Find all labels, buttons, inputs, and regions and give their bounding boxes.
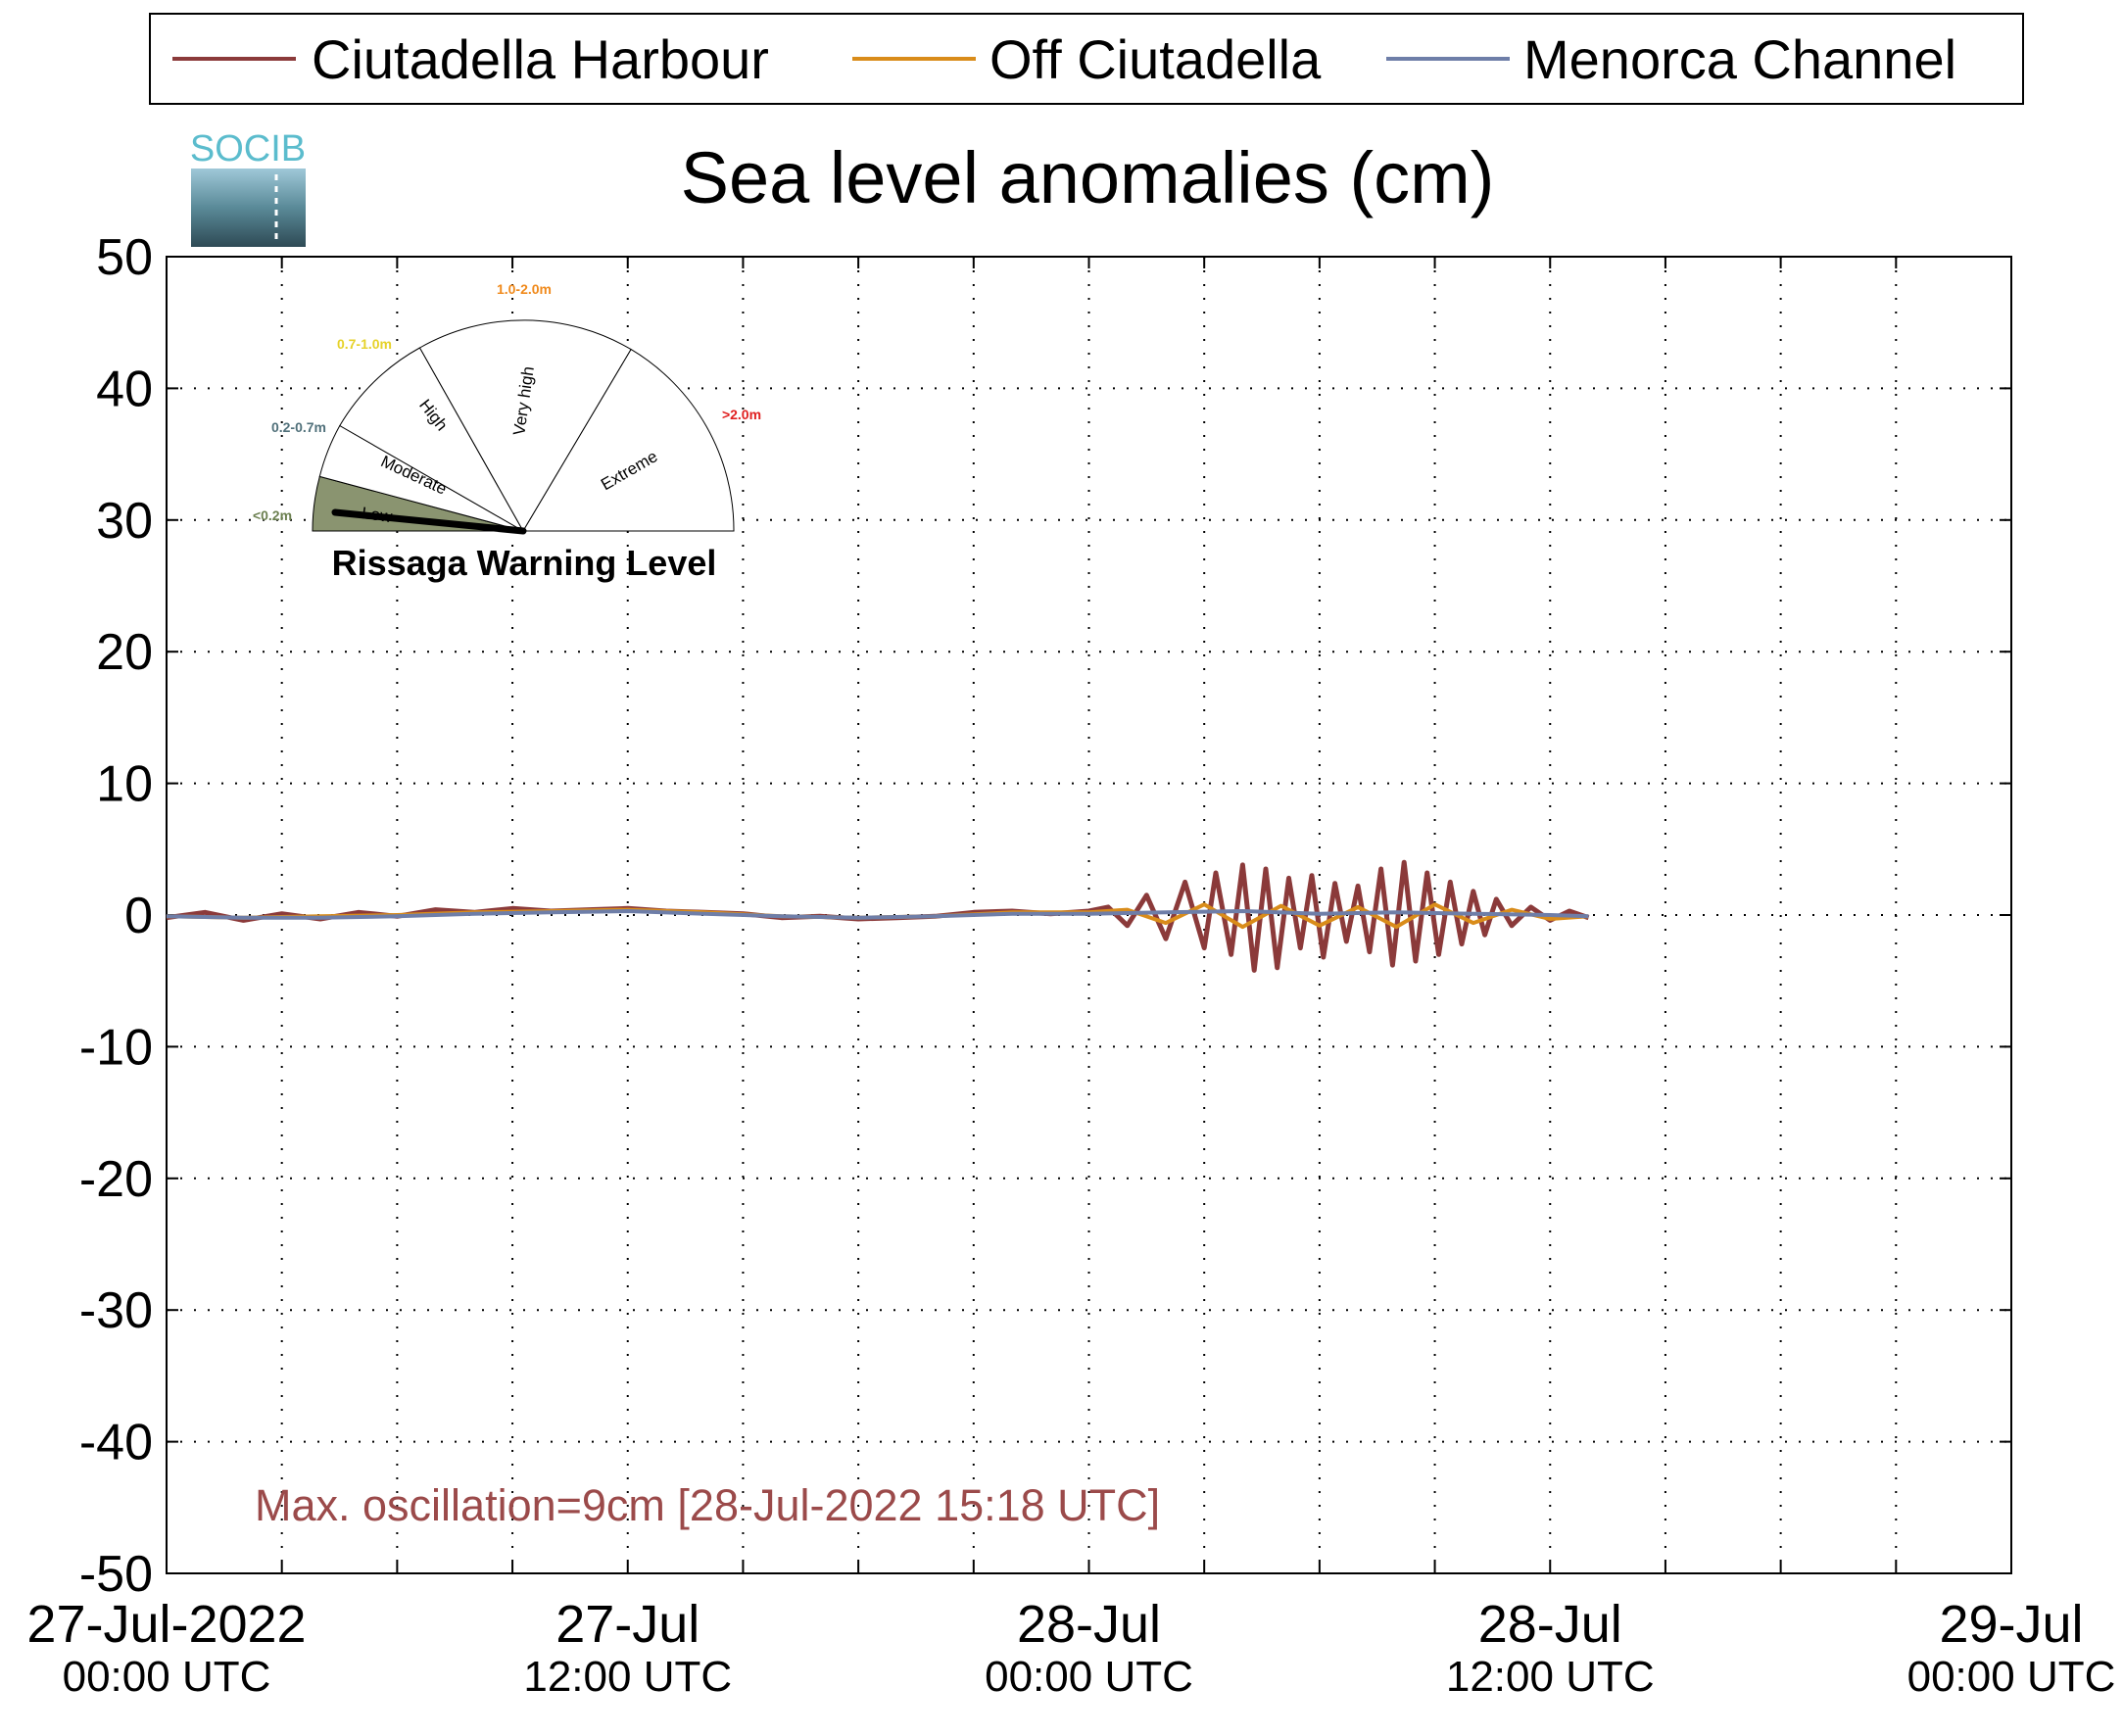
y-tick-label: 0 (124, 888, 153, 944)
legend-box (149, 13, 2024, 105)
y-tick-label: -40 (79, 1415, 153, 1471)
x-tick-label-time: 12:00 UTC (523, 1653, 732, 1701)
gauge-range-very-high: 1.0-2.0m (497, 281, 552, 297)
gauge-range-low: <0.2m (253, 507, 292, 523)
y-tick-label: 30 (96, 493, 153, 550)
x-tick-label: 27-Jul (555, 1595, 700, 1654)
x-tick-label-time: 00:00 UTC (985, 1653, 1193, 1701)
rissaga-gauge: Low Moderate High Very high Extreme <0.2… (253, 281, 761, 583)
y-axis: 50 40 30 20 10 0 -10 -20 -30 -40 -50 (79, 229, 2011, 1603)
series-line-menorca-channel (166, 909, 1589, 920)
x-tick-label-time: 12:00 UTC (1446, 1653, 1655, 1701)
y-tick-label: 50 (96, 229, 153, 286)
gauge-needle (331, 508, 527, 535)
logo-text: SOCIB (190, 128, 306, 169)
gauge-sector-extreme (522, 348, 735, 532)
max-oscillation-annotation: Max. oscillation=9cm [28-Jul-2022 15:18 … (255, 1480, 1160, 1530)
x-tick-label-time: 00:00 UTC (1907, 1653, 2116, 1701)
y-tick-label: -50 (79, 1546, 153, 1603)
gauge-title: Rissaga Warning Level (332, 543, 717, 583)
legend-label-menorca-channel: Menorca Channel (1523, 28, 1956, 90)
gauge-range-extreme: >2.0m (722, 407, 761, 422)
gauge-range-high: 0.7-1.0m (337, 336, 392, 352)
x-tick-label-time: 00:00 UTC (63, 1653, 271, 1701)
chart-title: Sea level anomalies (cm) (681, 137, 1495, 218)
gauge-sector-very-high (418, 319, 632, 532)
gauge-sector-high (339, 347, 525, 533)
legend: Ciutadella Harbour Off Ciutadella Menorc… (149, 13, 2024, 105)
x-tick-label: 28-Jul (1478, 1595, 1622, 1654)
x-tick-label: 28-Jul (1017, 1595, 1161, 1654)
y-tick-label: 40 (96, 361, 153, 417)
legend-label-ciutadella-harbour: Ciutadella Harbour (312, 28, 769, 90)
y-tick-label: 20 (96, 624, 153, 681)
x-tick-label: 29-Jul (1939, 1595, 2083, 1654)
grid (167, 257, 2011, 1573)
series-layer (166, 859, 1590, 973)
gauge-range-moderate: 0.2-0.7m (271, 419, 326, 435)
socib-logo: SOCIB (190, 128, 306, 247)
legend-label-off-ciutadella: Off Ciutadella (989, 28, 1322, 90)
y-tick-label: -20 (79, 1151, 153, 1208)
x-tick-label: 27-Jul-2022 (26, 1595, 306, 1654)
y-tick-label: 10 (96, 756, 153, 813)
y-tick-label: -30 (79, 1282, 153, 1339)
y-tick-label: -10 (79, 1019, 153, 1076)
